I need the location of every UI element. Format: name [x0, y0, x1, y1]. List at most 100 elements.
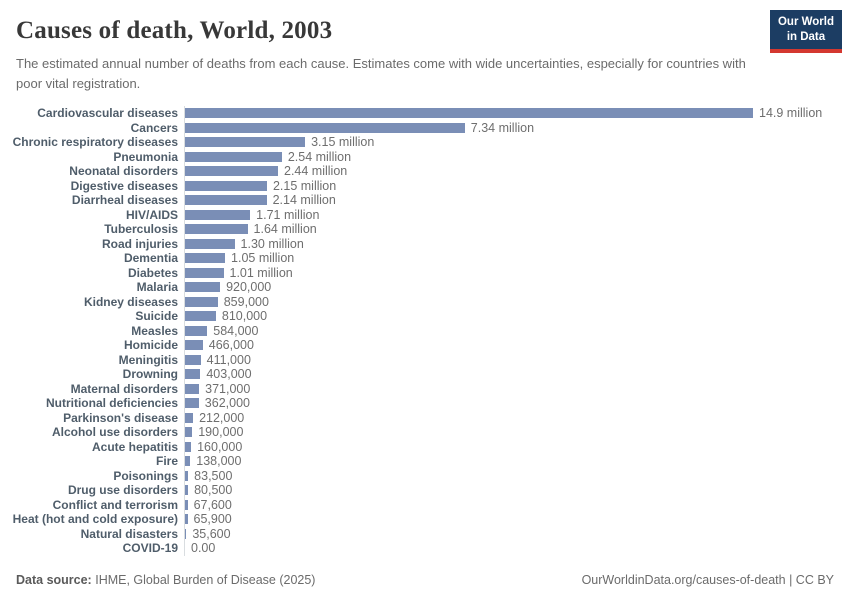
category-label: Poisonings [113, 468, 178, 483]
bar[interactable] [185, 267, 224, 278]
chart-row: Poisonings 83,500 [5, 468, 850, 483]
value-label: 67,600 [193, 497, 232, 512]
category-label: Pneumonia [113, 149, 178, 164]
chart-row: Meningitis 411,000 [5, 352, 850, 367]
bar[interactable] [185, 485, 189, 496]
value-label: 466,000 [208, 338, 254, 353]
bar[interactable] [185, 209, 251, 220]
category-label: Nutritional deficiencies [45, 396, 178, 411]
bar[interactable] [185, 427, 193, 438]
bar[interactable] [185, 514, 188, 525]
bar[interactable] [185, 325, 208, 336]
category-label: Suicide [135, 309, 178, 324]
bar-track: 160,000 [184, 439, 850, 454]
chart-rows: Cardiovascular diseases 14.9 million Can… [5, 106, 850, 556]
bar[interactable] [185, 151, 282, 162]
chart-row: Suicide 810,000 [5, 309, 850, 324]
value-label: 212,000 [199, 410, 245, 425]
bar-track: 810,000 [184, 309, 850, 324]
bar[interactable] [185, 122, 465, 133]
chart-row: Heat (hot and cold exposure) 65,900 [5, 512, 850, 527]
chart-row: Road injuries 1.30 million [5, 236, 850, 251]
chart-row: Nutritional deficiencies 362,000 [5, 396, 850, 411]
value-label: 411,000 [206, 352, 251, 367]
bar[interactable] [185, 412, 194, 423]
chart-row: Diabetes 1.01 million [5, 265, 850, 280]
chart-row: Diarrheal diseases 2.14 million [5, 193, 850, 208]
category-label: Digestive diseases [70, 178, 178, 193]
bar-track: 859,000 [184, 294, 850, 309]
bar[interactable] [185, 253, 226, 264]
bar-track: 2.14 million [184, 193, 850, 208]
bar[interactable] [185, 369, 201, 380]
chart-row: COVID-19 0.00 [5, 541, 850, 556]
value-label: 1.05 million [231, 251, 295, 266]
bar[interactable] [185, 340, 203, 351]
category-label: Drug use disorders [67, 483, 178, 498]
bar[interactable] [185, 195, 267, 206]
bar-track: 3.15 million [184, 135, 850, 150]
bar-track: 466,000 [184, 338, 850, 353]
category-label: Road injuries [101, 236, 178, 251]
value-label: 138,000 [196, 454, 242, 469]
bar[interactable] [185, 224, 248, 235]
bar-track: 14.9 million [184, 106, 850, 121]
value-label: 920,000 [226, 280, 272, 295]
chart-row: Malaria 920,000 [5, 280, 850, 295]
bar[interactable] [185, 296, 218, 307]
bar[interactable] [185, 456, 191, 467]
chart-row: Homicide 466,000 [5, 338, 850, 353]
value-label: 2.14 million [272, 193, 336, 208]
category-label: Cancers [130, 120, 178, 135]
bar[interactable] [185, 166, 278, 177]
category-label: Meningitis [118, 352, 178, 367]
bar-track: 190,000 [184, 425, 850, 440]
category-label: Diabetes [127, 265, 178, 280]
bar-track: 35,600 [184, 526, 850, 541]
category-label: Heat (hot and cold exposure) [12, 512, 178, 527]
category-label: Diarrheal diseases [71, 193, 178, 208]
bar[interactable] [185, 108, 753, 119]
bar[interactable] [185, 499, 188, 510]
bar-track: 212,000 [184, 410, 850, 425]
bar[interactable] [185, 282, 221, 293]
bar-track: 138,000 [184, 454, 850, 469]
value-label: 190,000 [198, 425, 244, 440]
category-label: Drowning [122, 367, 178, 382]
bar[interactable] [185, 137, 306, 148]
category-label: Maternal disorders [70, 381, 178, 396]
chart-row: Cardiovascular diseases 14.9 million [5, 106, 850, 121]
bar[interactable] [185, 383, 200, 394]
category-label: Malaria [136, 280, 178, 295]
owid-logo[interactable]: Our World in Data [769, 10, 842, 53]
value-label: 1.30 million [240, 236, 304, 251]
bar[interactable] [185, 180, 267, 191]
chart-subtitle: The estimated annual number of deaths fr… [16, 56, 746, 91]
bar[interactable] [185, 528, 187, 539]
bar[interactable] [185, 441, 192, 452]
bar-track: 403,000 [184, 367, 850, 382]
bar-track: 1.64 million [184, 222, 850, 237]
bar[interactable] [185, 354, 201, 365]
category-label: Cardiovascular diseases [37, 106, 178, 121]
chart-row: Alcohol use disorders 190,000 [5, 425, 850, 440]
chart-row: Cancers 7.34 million [5, 120, 850, 135]
bar[interactable] [185, 470, 189, 481]
bar[interactable] [185, 398, 199, 409]
data-source-value: IHME, Global Burden of Disease (2025) [95, 573, 316, 587]
credit-link[interactable]: OurWorldinData.org/causes-of-death | CC … [581, 573, 834, 587]
value-label: 1.01 million [229, 265, 293, 280]
category-label: Fire [155, 454, 178, 469]
value-label: 584,000 [213, 323, 259, 338]
chart-row: Fire 138,000 [5, 454, 850, 469]
value-label: 14.9 million [759, 106, 823, 121]
value-label: 859,000 [223, 294, 269, 309]
value-label: 2.44 million [284, 164, 348, 179]
bar[interactable] [185, 238, 235, 249]
bar[interactable] [185, 311, 216, 322]
value-label: 1.71 million [256, 207, 320, 222]
chart-row: Drowning 403,000 [5, 367, 850, 382]
value-label: 3.15 million [311, 135, 375, 150]
value-label: 362,000 [204, 396, 250, 411]
chart-row: HIV/AIDS 1.71 million [5, 207, 850, 222]
